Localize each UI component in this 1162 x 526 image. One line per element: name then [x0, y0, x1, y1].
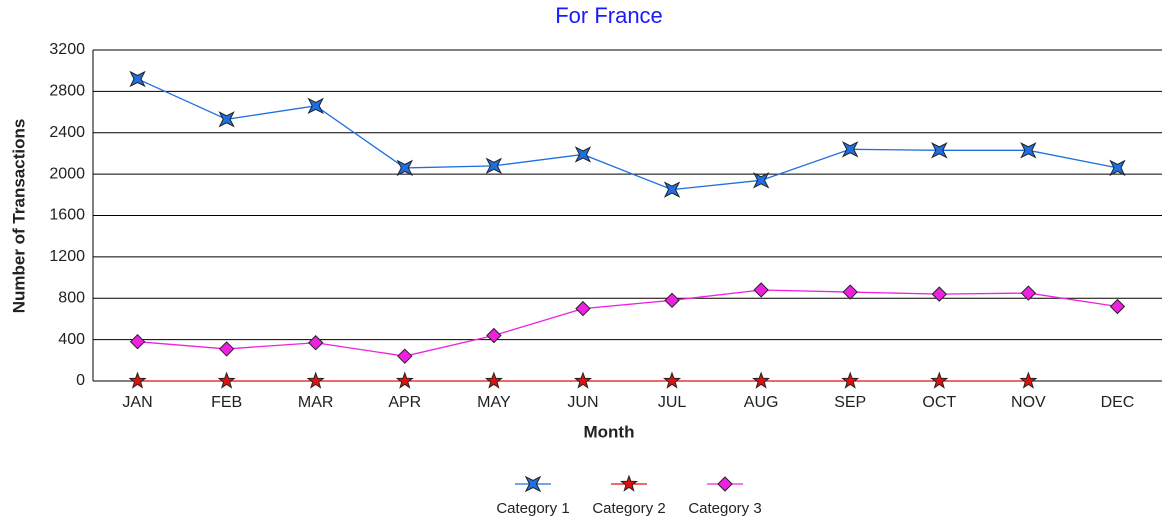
- legend-label: Category 1: [496, 500, 569, 517]
- marker: [842, 284, 858, 300]
- marker: [395, 371, 414, 389]
- marker: [841, 141, 859, 158]
- y-tick-label: 2800: [49, 83, 85, 100]
- series-line: [137, 78, 1118, 191]
- marker: [752, 371, 771, 389]
- marker: [484, 371, 503, 389]
- x-tick-label: OCT: [922, 394, 956, 411]
- x-tick-label: FEB: [211, 394, 242, 411]
- marker: [574, 146, 592, 163]
- marker: [620, 474, 638, 492]
- x-tick-label: MAR: [298, 394, 334, 411]
- x-axis-label: Month: [584, 422, 635, 441]
- x-tick-label: AUG: [744, 394, 779, 411]
- y-tick-label: 0: [76, 372, 85, 389]
- marker: [663, 181, 681, 198]
- marker: [486, 327, 502, 344]
- marker: [573, 371, 592, 389]
- marker: [1020, 142, 1037, 159]
- x-tick-label: NOV: [1011, 394, 1046, 411]
- x-tick-label: APR: [388, 394, 421, 411]
- y-tick-label: 1600: [49, 207, 85, 224]
- marker: [753, 282, 769, 298]
- x-tick-label: DEC: [1101, 394, 1135, 411]
- marker: [1019, 371, 1038, 389]
- marker: [129, 333, 146, 350]
- marker: [664, 292, 680, 309]
- y-tick-label: 1200: [49, 248, 85, 265]
- x-tick-label: JAN: [122, 394, 152, 411]
- marker: [129, 70, 146, 88]
- marker: [396, 159, 414, 177]
- marker: [308, 335, 324, 351]
- marker: [218, 341, 235, 357]
- y-tick-label: 2000: [49, 165, 85, 182]
- marker: [1020, 285, 1037, 301]
- x-tick-label: SEP: [834, 394, 866, 411]
- marker: [485, 157, 503, 175]
- marker: [218, 111, 235, 128]
- marker: [931, 286, 947, 302]
- marker: [217, 371, 236, 389]
- marker: [717, 476, 733, 492]
- legend-label: Category 2: [592, 500, 665, 517]
- marker: [575, 300, 591, 317]
- marker: [128, 371, 147, 389]
- y-tick-label: 800: [58, 289, 85, 306]
- y-tick-label: 400: [58, 331, 85, 348]
- marker: [306, 371, 325, 389]
- marker: [752, 172, 770, 189]
- x-tick-label: JUN: [567, 394, 598, 411]
- marker: [307, 97, 324, 115]
- marker: [397, 348, 413, 364]
- y-tick-label: 3200: [49, 41, 85, 58]
- y-axis-label: Number of Transactions: [9, 119, 28, 314]
- marker: [524, 475, 542, 493]
- marker: [841, 371, 860, 389]
- chart-title: For France: [555, 3, 663, 28]
- x-tick-label: JUL: [658, 394, 687, 411]
- marker: [1109, 298, 1126, 315]
- marker: [663, 371, 682, 389]
- marker: [930, 371, 949, 389]
- y-tick-label: 2400: [49, 124, 85, 141]
- legend-label: Category 3: [688, 500, 761, 517]
- marker: [1109, 159, 1126, 177]
- marker: [931, 142, 948, 159]
- x-tick-label: MAY: [477, 394, 511, 411]
- series-line: [137, 289, 1118, 357]
